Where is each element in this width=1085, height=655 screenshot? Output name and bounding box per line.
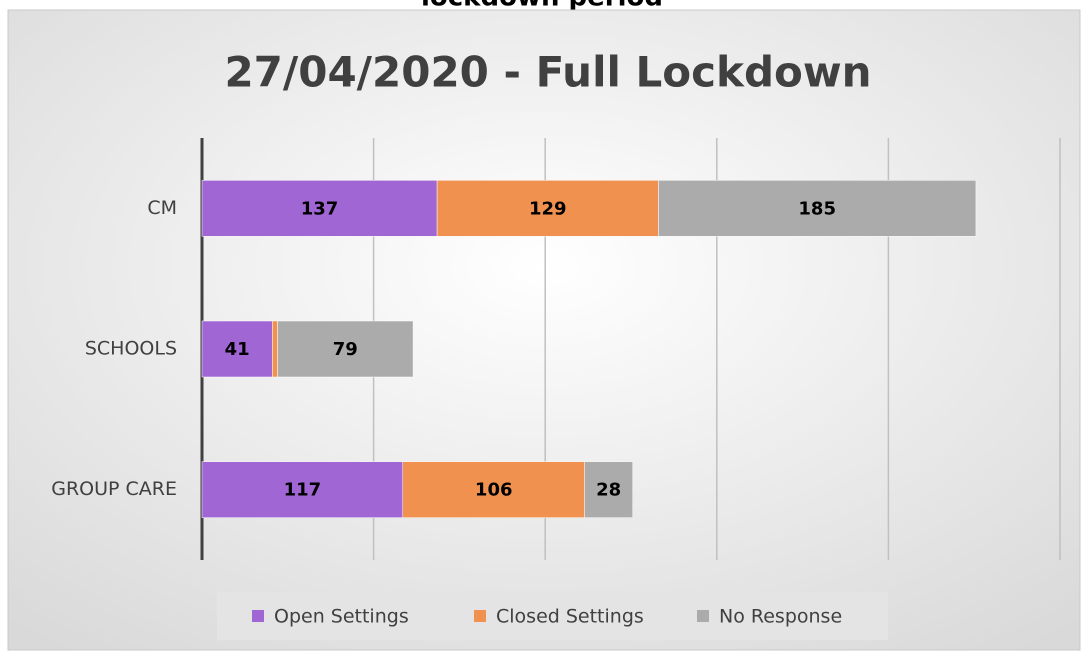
data-label: 137 [301,198,339,219]
data-label: 185 [798,198,836,219]
legend-swatch [697,610,709,622]
bar-segment [277,320,414,378]
bar-segment [201,461,404,518]
legend-label: No Response [719,606,842,628]
legend-label: Open Settings [274,606,409,628]
legend-label: Closed Settings [496,606,644,628]
data-label: 106 [475,480,513,501]
chart-background [7,9,1081,651]
legend-box [217,592,888,640]
bar-segment [201,180,438,237]
data-label: 79 [333,339,358,360]
legend-swatch [474,610,486,622]
bar-segment [272,320,278,378]
bar-segment [402,461,585,518]
bar-segment [584,461,633,518]
page-heading: lockdown period [421,0,663,13]
chart-title: 27/04/2020 - Full Lockdown [224,48,871,97]
y-tick-label: GROUP CARE [51,478,177,500]
y-tick-label: SCHOOLS [85,338,177,360]
bar-segment [658,180,977,237]
bar-segment [436,180,659,237]
data-label: 117 [284,480,322,501]
data-label: 28 [596,480,621,501]
data-label: 41 [225,339,250,360]
bar-segment [201,320,273,378]
y-tick-label: CM [147,197,177,219]
legend-swatch [252,610,264,622]
data-label: 129 [529,198,567,219]
